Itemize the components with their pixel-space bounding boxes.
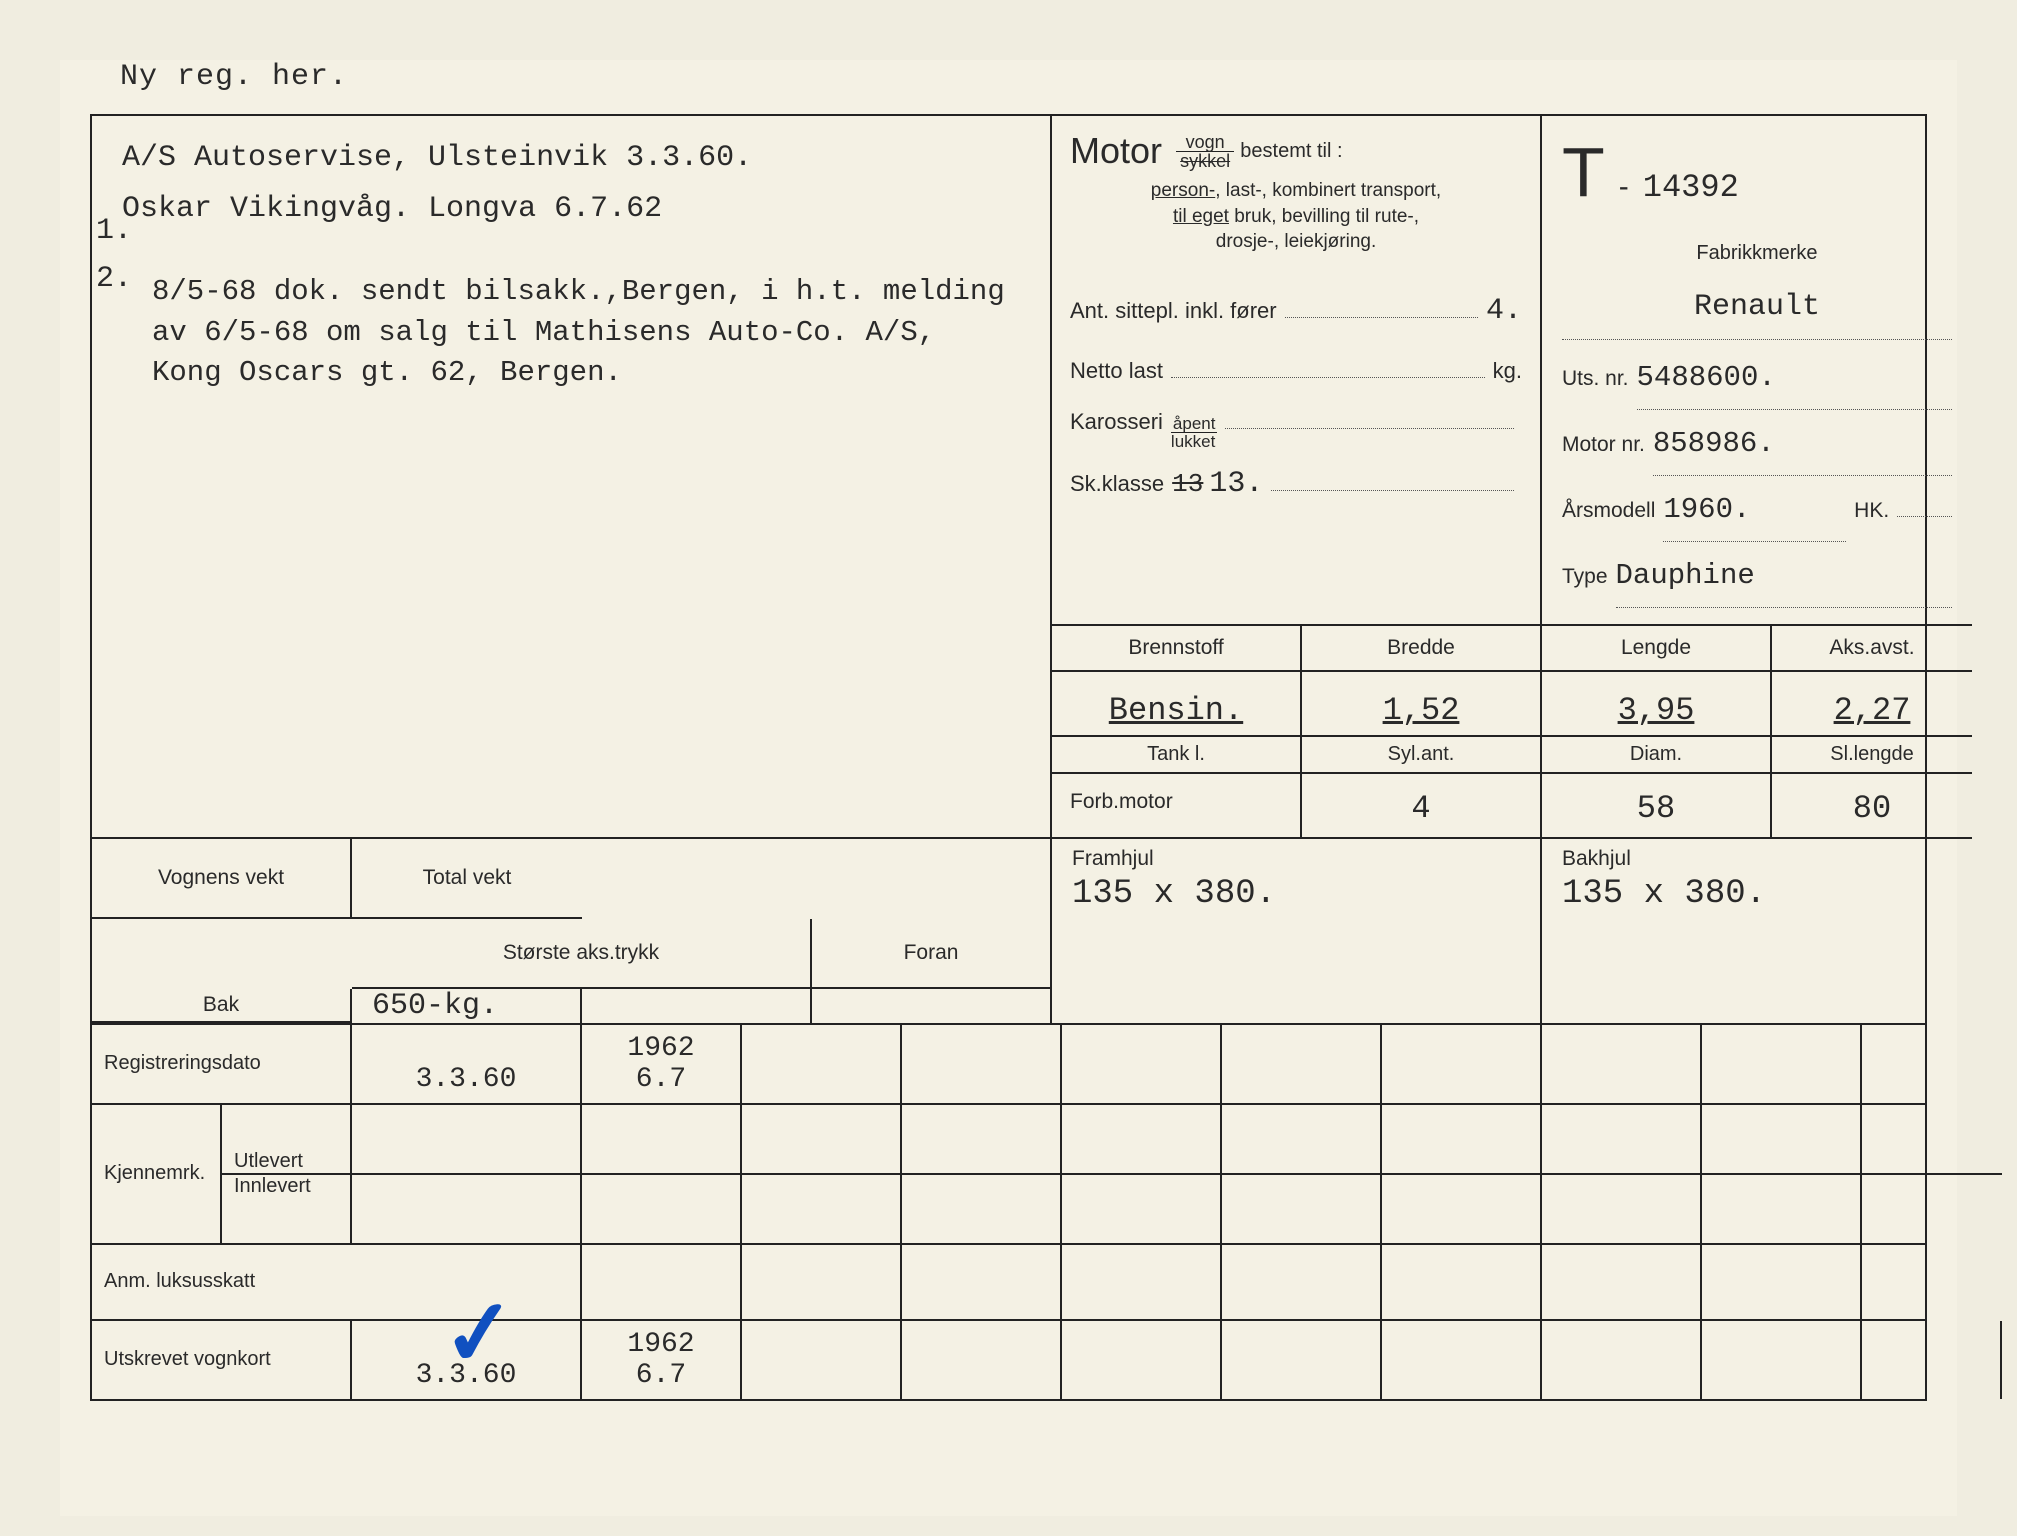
utvk-label: Utskrevet vognkort (92, 1321, 352, 1399)
total-vekt-label: Total vekt (352, 839, 582, 919)
spec-v4: 2,27 (1772, 672, 1972, 737)
seats-value: 4. (1486, 277, 1522, 346)
weights-grid: Vognens vekt Største aks.trykk Total vek… (92, 837, 1052, 1023)
fabrikk-label: Fabrikkmerke (1562, 232, 1952, 274)
bestemt-label: bestemt til : (1240, 140, 1342, 162)
spec-s4: Sl.lengde (1772, 737, 1972, 774)
karosseri-label: Karosseri (1070, 397, 1163, 448)
main-box: A/S Autoservise, Ulsteinvik 3.3.60. Oska… (90, 114, 1927, 1025)
specs-grid: Brennstoff Bredde Lengde Aks.avst. Bensi… (1052, 626, 1972, 837)
framhjul-label: Framhjul (1072, 847, 1520, 871)
owner-line-1: A/S Autoservise, Ulsteinvik 3.3.60. (122, 136, 1030, 181)
type-value: Dauphine (1616, 546, 1952, 608)
reg-d1: 3.3.60 (352, 1025, 582, 1103)
spec-s3: Diam. (1542, 737, 1772, 774)
owners-panel: A/S Autoservise, Ulsteinvik 3.3.60. Oska… (92, 116, 1052, 837)
type-label: Type (1562, 555, 1608, 599)
reg-d2: 1962 6.7 (582, 1025, 742, 1103)
vogn-bot: sykkel (1176, 152, 1234, 170)
spec-s1: Tank l. (1052, 737, 1302, 774)
bakhjul-cell: Bakhjul 135 x 380. (1542, 839, 1972, 1023)
utvk-d2a: 1962 (594, 1329, 728, 1360)
utvk-d1: 3.3.60 (352, 1321, 582, 1399)
motor-desc: person-, last-, kombinert transport, til… (1070, 178, 1522, 255)
seats-label: Ant. sittepl. inkl. fører (1070, 286, 1277, 337)
framhjul-value: 135 x 380. (1072, 875, 1520, 913)
spec-w3: 58 (1542, 774, 1772, 837)
vognens-vekt-label: Vognens vekt (92, 839, 352, 919)
storste-aks-label: Største aks.trykk (352, 919, 812, 989)
uts-value: 5488600. (1637, 348, 1952, 410)
innlevert-label: Innlevert (222, 1175, 350, 1198)
plate-number: 14392 (1643, 169, 1739, 206)
registration-number: T - 14392 (1562, 132, 1952, 212)
utlevert-label: Utlevert (222, 1150, 350, 1175)
skklasse-strike: 13 (1172, 455, 1203, 515)
plate-panel: T - 14392 Fabrikkmerke Renault Uts. nr. … (1542, 116, 1972, 626)
spec-w1-label: Forb.motor (1052, 774, 1302, 837)
plate-prefix: T (1562, 132, 1605, 212)
fabrikk-value: Renault (1562, 276, 1952, 340)
spec-h1: Brennstoff (1052, 626, 1302, 672)
reg-d2a: 1962 (594, 1033, 728, 1064)
header-note: Ny reg. her. (120, 60, 1957, 94)
wheels-grid: Framhjul 135 x 380. Bakhjul 135 x 380. (1052, 837, 1972, 1023)
netto-unit: kg. (1493, 346, 1522, 397)
foran-label: Foran (812, 919, 1052, 989)
anm-label: Anm. luksusskatt (92, 1245, 582, 1319)
vognens-vekt-value: 650-kg. (352, 989, 582, 1023)
spec-w4: 80 (1772, 774, 1972, 837)
hk-label: HK. (1854, 489, 1889, 533)
aar-label: Årsmodell (1562, 489, 1655, 533)
foran-value (582, 989, 812, 1023)
skklasse-value: 13. (1209, 450, 1263, 519)
karosseri-fraction: åpent lukket (1171, 415, 1218, 450)
skklasse-label: Sk.klasse (1070, 459, 1164, 510)
utvk-d2b: 6.7 (594, 1360, 728, 1391)
spec-s2: Syl.ant. (1302, 737, 1542, 774)
utvk-row: Utskrevet vognkort 3.3.60 1962 6.7 ✓ (92, 1321, 1925, 1399)
spec-v3: 3,95 (1542, 672, 1772, 737)
utvk-d2: 1962 6.7 (582, 1321, 742, 1399)
bak-value (812, 989, 1052, 1023)
spec-w2: 4 (1302, 774, 1542, 837)
spec-h3: Lengde (1542, 626, 1772, 672)
owner-line-2: Oskar Vikingvåg. Longva 6.7.62 (122, 187, 1030, 232)
bakhjul-label: Bakhjul (1562, 847, 1952, 871)
bak-label: Bak (92, 989, 352, 1023)
framhjul-cell: Framhjul 135 x 380. (1052, 839, 1542, 1023)
vogn-fraction: vogn sykkel (1176, 133, 1234, 170)
reg-d2b: 6.7 (594, 1064, 728, 1095)
aar-value: 1960. (1663, 480, 1846, 542)
spec-h4: Aks.avst. (1772, 626, 1972, 672)
motornr-label: Motor nr. (1562, 423, 1645, 467)
plate-dash: - (1619, 170, 1629, 204)
spec-v2: 1,52 (1302, 672, 1542, 737)
date-grid: Registreringsdato 3.3.60 1962 6.7 Kjenne… (90, 1025, 1927, 1401)
motornr-value: 858986. (1653, 414, 1952, 476)
kar-top: åpent (1171, 415, 1218, 433)
motor-title: Motor (1070, 130, 1162, 172)
spec-h2: Bredde (1302, 626, 1542, 672)
bakhjul-value: 135 x 380. (1562, 875, 1952, 913)
vogn-top: vogn (1176, 133, 1234, 152)
reg-row: Registreringsdato 3.3.60 1962 6.7 (92, 1025, 1925, 1105)
owner-note: 8/5-68 dok. sendt bilsakk.,Bergen, i h.t… (152, 272, 1012, 394)
kjennemrk-label: Kjennemrk. (92, 1105, 222, 1243)
spec-v1: Bensin. (1052, 672, 1302, 737)
reg-label: Registreringsdato (92, 1025, 352, 1103)
hk-value (1897, 516, 1952, 517)
kar-bot: lukket (1171, 433, 1218, 450)
uts-label: Uts. nr. (1562, 357, 1629, 401)
kjennemrk-row: Kjennemrk. Utlevert Innlevert (92, 1105, 1925, 1245)
netto-label: Netto last (1070, 346, 1163, 397)
motor-panel: Motor vogn sykkel bestemt til : person-,… (1052, 116, 1542, 626)
registration-card: Ny reg. her. 1. 2. A/S Autoservise, Ulst… (60, 60, 1957, 1516)
anm-row: Anm. luksusskatt (92, 1245, 1925, 1321)
